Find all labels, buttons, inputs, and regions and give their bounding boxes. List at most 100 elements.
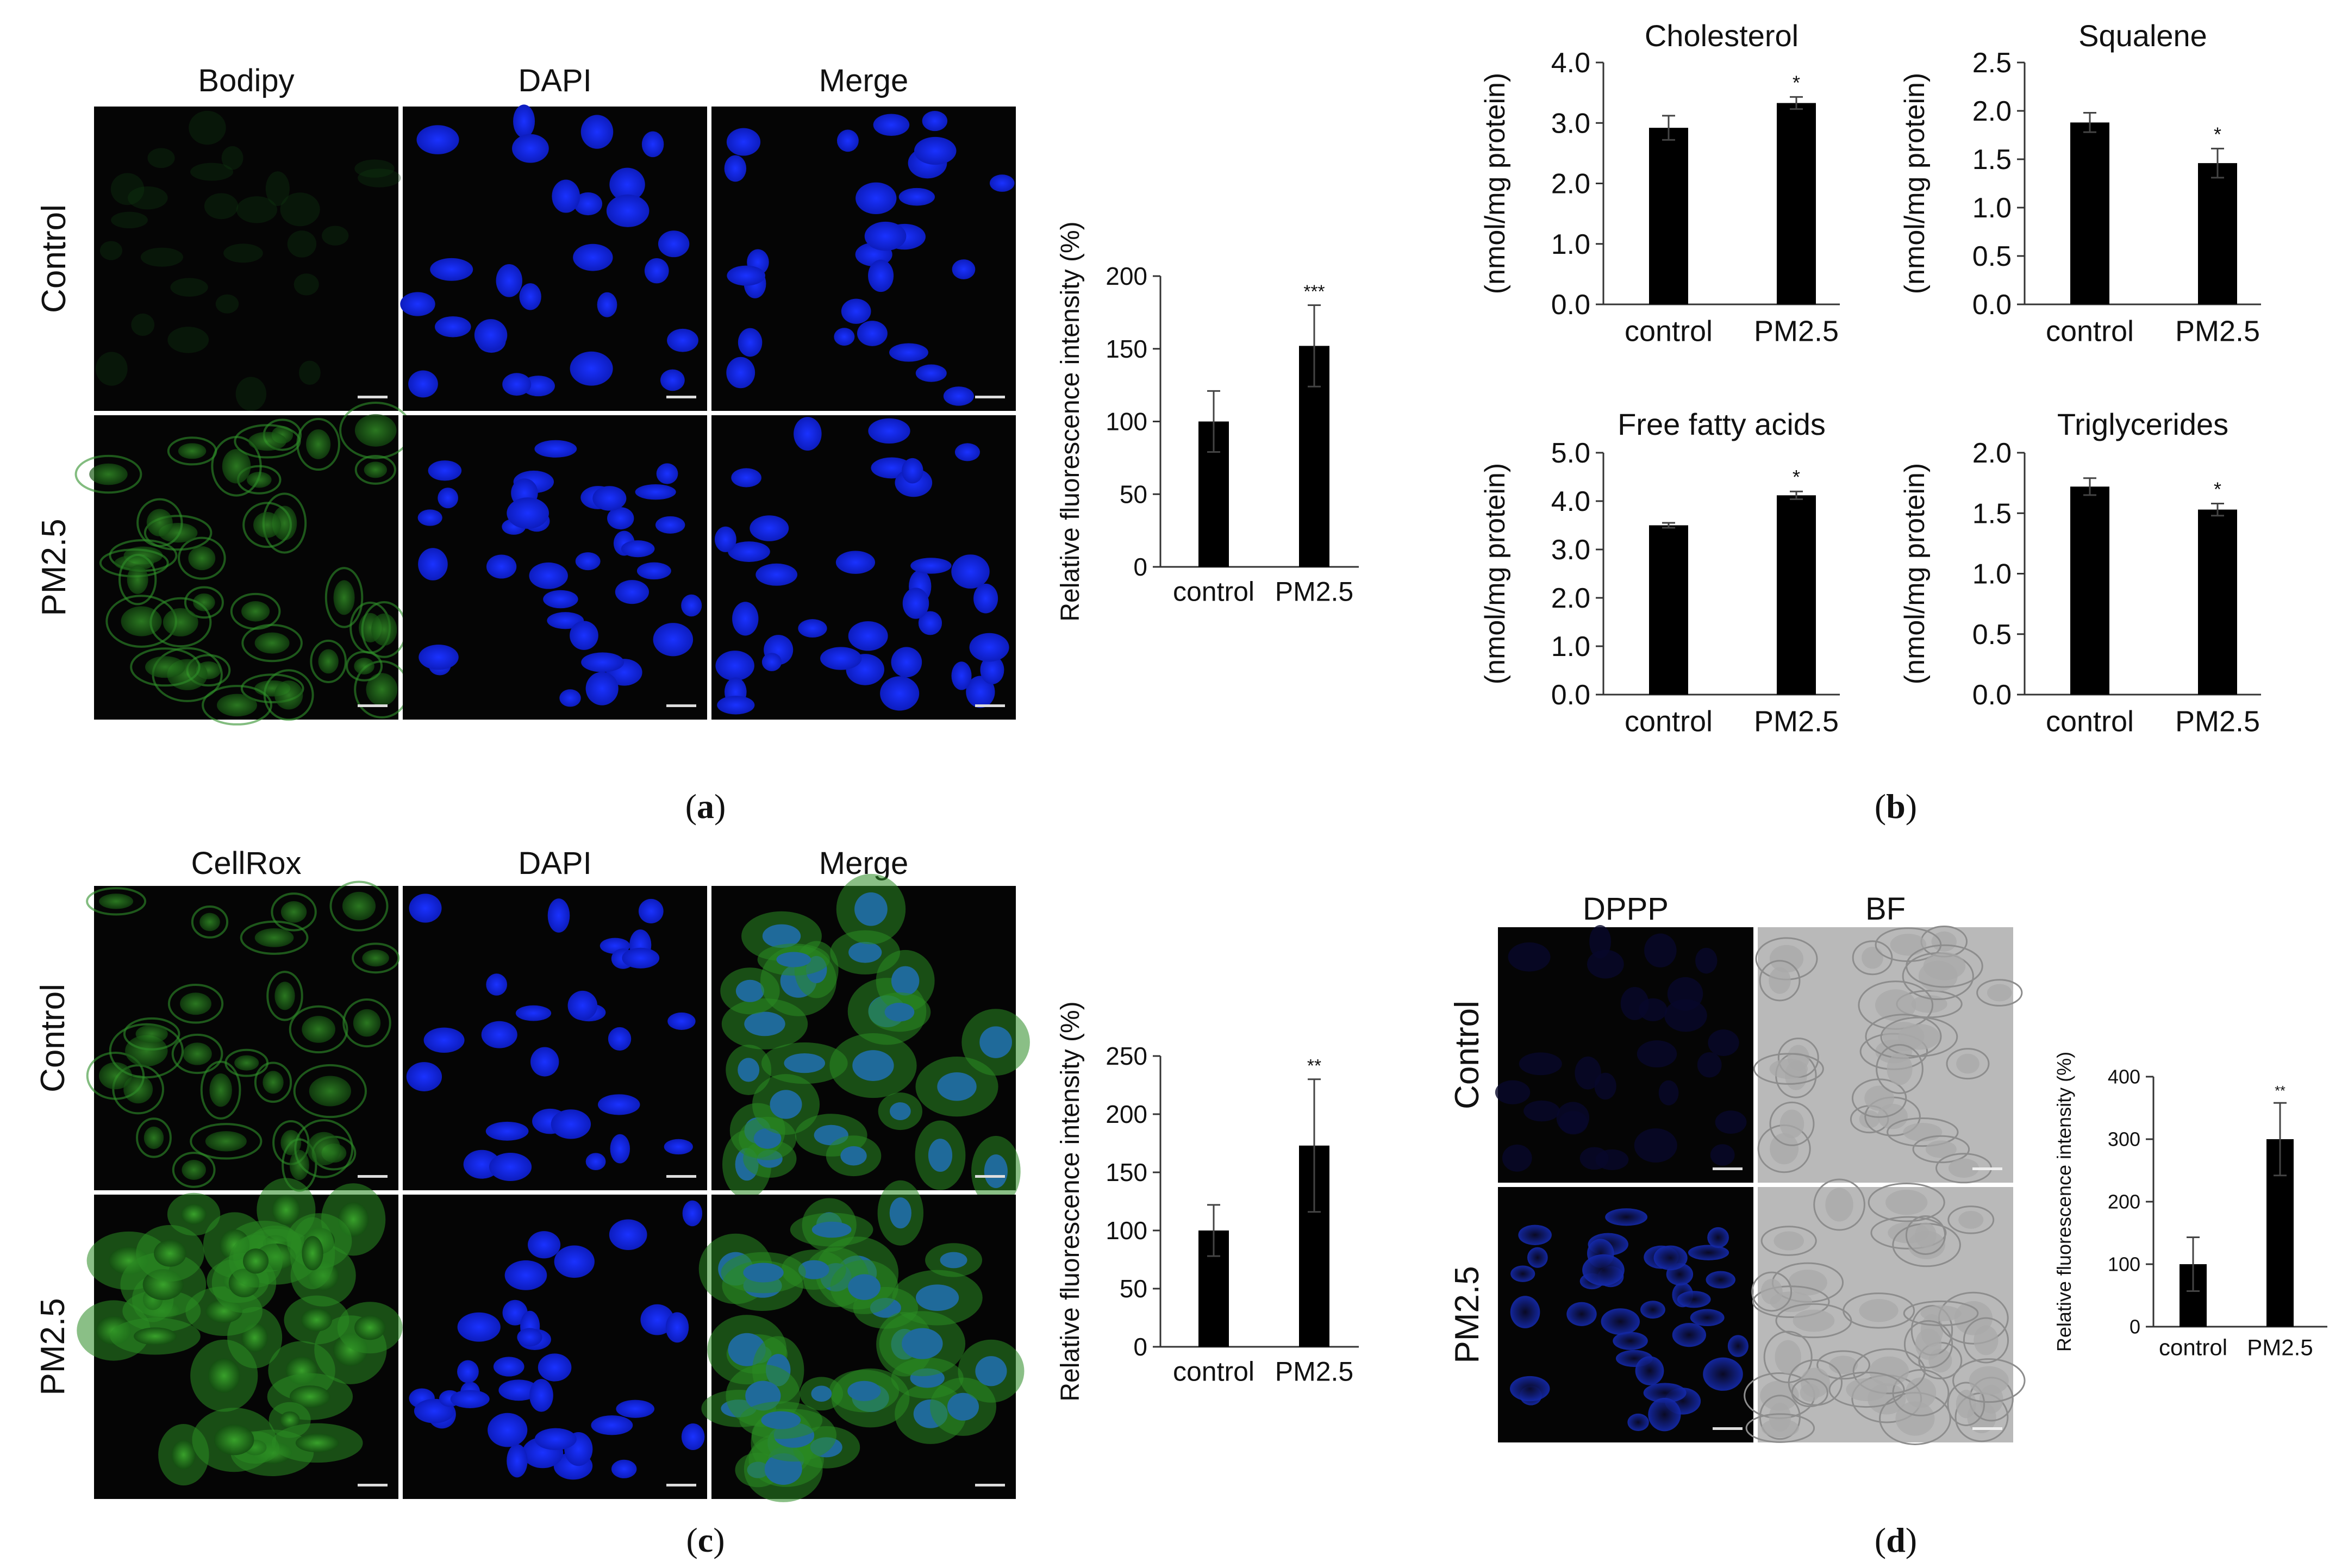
cell-nucleus <box>744 1011 785 1036</box>
y-axis-label: (nmol/mg protein) <box>1899 463 1931 684</box>
cell-nucleus <box>1774 1231 1804 1251</box>
column-label: BF <box>1865 891 1906 927</box>
cell-outline <box>234 424 301 459</box>
cell-nucleus <box>656 463 678 484</box>
cell-nucleus <box>615 580 650 604</box>
x-category-label: PM2.5 <box>2247 1335 2313 1360</box>
cell-nucleus <box>1653 1245 1688 1271</box>
cell-nucleus <box>1769 967 1791 994</box>
y-tick-label: 0.0 <box>1551 289 1590 321</box>
cell-nucleus <box>527 1231 561 1259</box>
x-category-label: control <box>1173 577 1254 607</box>
cell-nucleus <box>208 1358 240 1393</box>
y-tick-label: 200 <box>1106 1100 1147 1128</box>
cell-nucleus <box>611 1459 637 1478</box>
cell-nucleus <box>333 580 355 615</box>
cell-nucleus <box>121 606 162 636</box>
cell-nucleus <box>969 633 1009 662</box>
cell-outline <box>241 624 303 663</box>
chart-b4: 0.0 0.5 1.0 1.5 2.0 control * PM2.5 (nmol/mg pro… <box>1899 407 2261 738</box>
y-tick-label: 100 <box>1106 408 1147 436</box>
cell-nucleus <box>554 1245 595 1278</box>
cell-nucleus <box>714 526 736 552</box>
cell-nucleus <box>364 461 388 478</box>
row-label: PM2.5 <box>34 1298 72 1395</box>
cell-nucleus <box>1948 1158 1979 1178</box>
y-tick-label: 200 <box>2108 1191 2140 1213</box>
scale-bar <box>666 1175 696 1178</box>
cell-nucleus <box>99 894 134 909</box>
cell-nucleus <box>513 104 535 138</box>
cell-nucleus <box>199 913 220 932</box>
cell-nucleus <box>1770 1133 1799 1165</box>
cell-nucleus <box>302 1236 323 1271</box>
cell-nucleus <box>507 1444 528 1478</box>
cell-nucleus <box>755 563 798 586</box>
cell-nucleus <box>209 1073 232 1107</box>
cell-outline <box>296 417 340 471</box>
cell-nucleus <box>1708 1029 1739 1056</box>
cell-nucleus <box>585 1153 606 1171</box>
cell-nucleus <box>607 507 634 530</box>
cell-nucleus <box>1882 1022 1925 1051</box>
cell-nucleus <box>362 949 389 967</box>
cell-nucleus <box>726 357 755 389</box>
cell-nucleus <box>606 194 650 227</box>
cell-nucleus <box>125 1035 168 1067</box>
cell-nucleus <box>841 298 871 324</box>
cell-nucleus <box>847 1380 881 1402</box>
cell-nucleus <box>486 554 517 579</box>
cell-nucleus <box>655 516 685 534</box>
cell-nucleus <box>241 601 270 622</box>
cell-nucleus <box>889 343 928 362</box>
cell-nucleus <box>135 1024 168 1044</box>
cell-nucleus <box>1710 1144 1735 1166</box>
cell-nucleus <box>1523 1100 1560 1122</box>
column-label: Bodipy <box>198 63 294 98</box>
cell-nucleus <box>1915 1328 1942 1360</box>
cell-nucleus <box>1915 1222 1937 1248</box>
chart-a: 0 50 100 150 200 control *** PM2.5 Relative fluo… <box>1056 221 1359 622</box>
cell-nucleus <box>735 979 765 1002</box>
cell-nucleus <box>848 1274 880 1300</box>
cell-nucleus <box>667 328 698 352</box>
cell-nucleus <box>1697 1052 1722 1078</box>
cell-nucleus <box>1905 1377 1937 1408</box>
cell-outline <box>200 1060 241 1120</box>
cell-nucleus <box>1800 1383 1820 1402</box>
cell-nucleus <box>485 1121 529 1141</box>
cell-nucleus <box>1707 1227 1729 1248</box>
cell-nucleus <box>1869 1356 1909 1386</box>
bar <box>2070 122 2109 305</box>
x-category-label: PM2.5 <box>2175 705 2260 738</box>
cell-nucleus <box>989 174 1015 192</box>
cell-nucleus <box>515 1005 552 1021</box>
cell-nucleus <box>512 134 549 163</box>
cell-nucleus <box>354 658 374 674</box>
cell-nucleus <box>835 551 876 574</box>
cell-nucleus <box>1658 1080 1679 1105</box>
cell-nucleus <box>366 673 398 706</box>
cell-nucleus <box>279 1411 300 1429</box>
bar <box>1649 128 1688 304</box>
cell-nucleus <box>534 1428 577 1450</box>
cell-nucleus <box>534 440 577 458</box>
bar <box>1777 103 1816 304</box>
cell-nucleus <box>1620 986 1649 1020</box>
cell-nucleus <box>143 1126 164 1150</box>
cell-nucleus <box>1920 1305 1962 1322</box>
cell-nucleus <box>1775 1340 1801 1374</box>
cell-nucleus <box>753 1128 782 1149</box>
cell-nucleus <box>889 1197 911 1229</box>
cell-nucleus <box>400 292 435 316</box>
cell-nucleus <box>597 1094 640 1115</box>
scale-bar <box>975 704 1005 707</box>
cell-nucleus <box>979 1026 1013 1058</box>
y-tick-label: 0.0 <box>1972 679 2012 711</box>
cell-nucleus <box>732 602 759 636</box>
cell-outline <box>293 1064 367 1119</box>
cell-nucleus <box>811 1385 832 1402</box>
cell-nucleus <box>530 1047 559 1077</box>
cell-nucleus <box>543 590 578 609</box>
y-tick-label: 1.0 <box>1972 559 2012 590</box>
